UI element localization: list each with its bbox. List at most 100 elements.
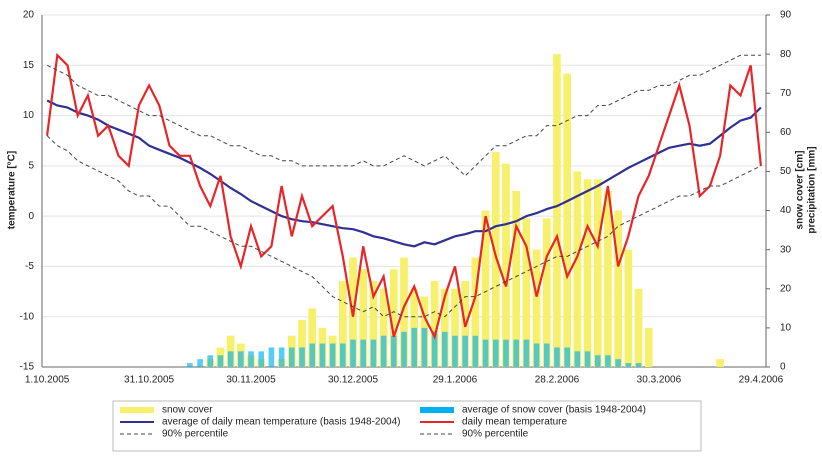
y2-tick-label: 20 (780, 283, 792, 294)
bar (389, 269, 398, 367)
bar (421, 327, 428, 367)
bar (411, 327, 418, 367)
bar (644, 327, 653, 367)
y2-tick-label: 90 (780, 10, 792, 21)
legend-label: 90% percentile (162, 429, 229, 440)
bar (584, 351, 591, 367)
bar (625, 363, 632, 367)
bar (604, 191, 612, 367)
bar (634, 288, 643, 367)
bar (503, 339, 509, 367)
bar (502, 163, 510, 367)
line (46, 52, 762, 340)
legend-label: 90% percentile (462, 429, 529, 440)
bar (329, 343, 336, 367)
bar (532, 249, 541, 367)
bar (268, 347, 275, 367)
line (46, 135, 762, 318)
bar (554, 347, 560, 367)
bar (207, 355, 214, 367)
bar (298, 320, 306, 367)
bar (319, 343, 326, 367)
x-tick-label: 29.1.2006 (433, 375, 478, 386)
y2-tick-label: 0 (780, 362, 786, 373)
bar (563, 73, 571, 368)
bar (350, 339, 356, 367)
bar (338, 280, 347, 367)
y2-tick-label: 40 (780, 205, 792, 216)
x-tick-label: 1.10.2005 (25, 375, 70, 386)
legend-swatch (420, 407, 454, 413)
x-tick-label: 28.2.2006 (535, 375, 580, 386)
bar (492, 339, 499, 367)
legend-box (112, 400, 702, 452)
x-tick-label: 30.11.2005 (226, 375, 276, 386)
line (46, 54, 761, 177)
y2-axis-title: precipitation [mm] (807, 146, 818, 233)
y2-tick-label: 70 (780, 88, 792, 99)
bar (512, 191, 520, 367)
bar (217, 355, 224, 367)
bar (197, 359, 203, 367)
bar (481, 210, 490, 367)
y2-axis-title: snow cover [cm] (795, 151, 806, 230)
bar (278, 347, 285, 367)
bar (533, 343, 540, 367)
y-tick-label: 0 (28, 211, 34, 222)
bar (614, 210, 622, 367)
bar (309, 343, 316, 367)
y-tick-label: -10 (20, 311, 35, 322)
bar (452, 335, 458, 367)
y-tick-label: 15 (23, 60, 35, 71)
bar (462, 335, 468, 367)
bar (635, 363, 642, 367)
bar (430, 280, 439, 367)
legend-label: daily mean temperature (462, 417, 567, 428)
bar (564, 347, 570, 367)
bar (238, 351, 244, 367)
bar (187, 363, 193, 367)
y2-tick-label: 30 (780, 244, 792, 255)
bar (542, 218, 551, 367)
bar (440, 288, 449, 367)
y-tick-label: 5 (28, 160, 34, 171)
legend-label: average of snow cover (basis 1948-2004) (462, 405, 646, 416)
bar (583, 179, 592, 367)
bar (289, 347, 295, 367)
bar (594, 355, 601, 367)
bar (605, 355, 611, 367)
y2-tick-label: 60 (780, 127, 792, 138)
bar (400, 257, 408, 367)
bar (360, 339, 367, 367)
bar (472, 335, 479, 367)
bar (380, 335, 387, 367)
x-tick-label: 30.12.2005 (328, 375, 378, 386)
y-tick-label: -5 (25, 261, 34, 272)
bar (308, 308, 317, 367)
bar (299, 347, 305, 367)
bar (370, 339, 377, 367)
bar (482, 339, 489, 367)
y-tick-label: 10 (23, 110, 35, 121)
bar (369, 280, 378, 367)
y-tick-label: -15 (20, 362, 35, 373)
legend-swatch (120, 407, 154, 413)
bar (401, 331, 407, 367)
legend-label: average of daily mean temperature (basis… (162, 417, 400, 428)
bar (441, 331, 448, 367)
bar (431, 331, 438, 367)
bar (574, 351, 581, 367)
bar (716, 359, 724, 367)
bar (248, 351, 254, 367)
line (46, 99, 762, 248)
bar (573, 171, 582, 367)
bar (553, 54, 561, 367)
bar (471, 257, 480, 367)
bar (379, 288, 388, 367)
bar (624, 249, 633, 367)
y2-tick-label: 50 (780, 166, 792, 177)
y-tick-label: 20 (23, 10, 35, 21)
x-tick-label: 31.10.2005 (124, 375, 174, 386)
bar (390, 335, 397, 367)
